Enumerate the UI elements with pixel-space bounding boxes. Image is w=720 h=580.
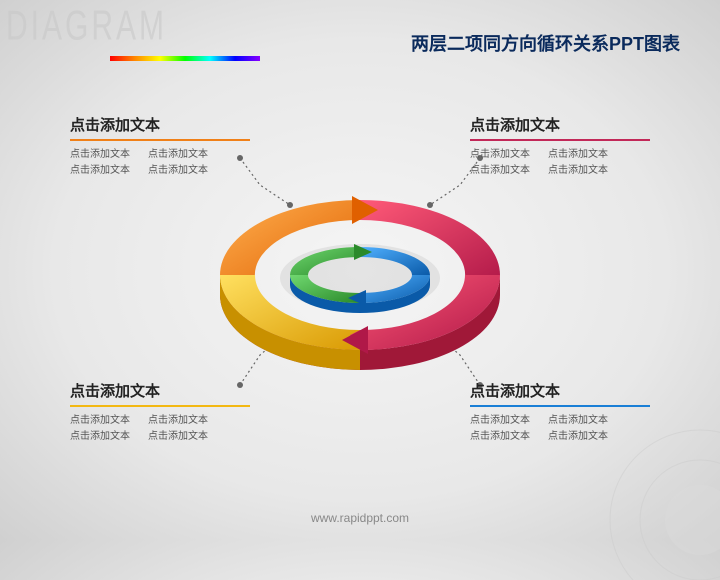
- callout-bottom-left: 点击添加文本 点击添加文本点击添加文本 点击添加文本点击添加文本: [70, 380, 250, 445]
- callout-col: 点击添加文本点击添加文本: [470, 147, 530, 179]
- callout-col: 点击添加文本点击添加文本: [148, 413, 208, 445]
- callout-heading: 点击添加文本: [470, 114, 650, 141]
- callout-heading: 点击添加文本: [70, 380, 250, 407]
- callout-heading: 点击添加文本: [70, 114, 250, 141]
- callout-top-right: 点击添加文本 点击添加文本点击添加文本 点击添加文本点击添加文本: [470, 114, 650, 179]
- callout-col: 点击添加文本点击添加文本: [548, 147, 608, 179]
- callout-top-left: 点击添加文本 点击添加文本点击添加文本 点击添加文本点击添加文本: [70, 114, 250, 179]
- footer-url: www.rapidppt.com: [311, 511, 409, 525]
- callout-col: 点击添加文本点击添加文本: [148, 147, 208, 179]
- callout-col: 点击添加文本点击添加文本: [70, 413, 130, 445]
- cyclic-diagram: [200, 160, 520, 380]
- callout-col: 点击添加文本点击添加文本: [70, 147, 130, 179]
- callout-col: 点击添加文本点击添加文本: [470, 413, 530, 445]
- corner-decoration: [580, 400, 720, 580]
- inner-ring: [280, 244, 440, 313]
